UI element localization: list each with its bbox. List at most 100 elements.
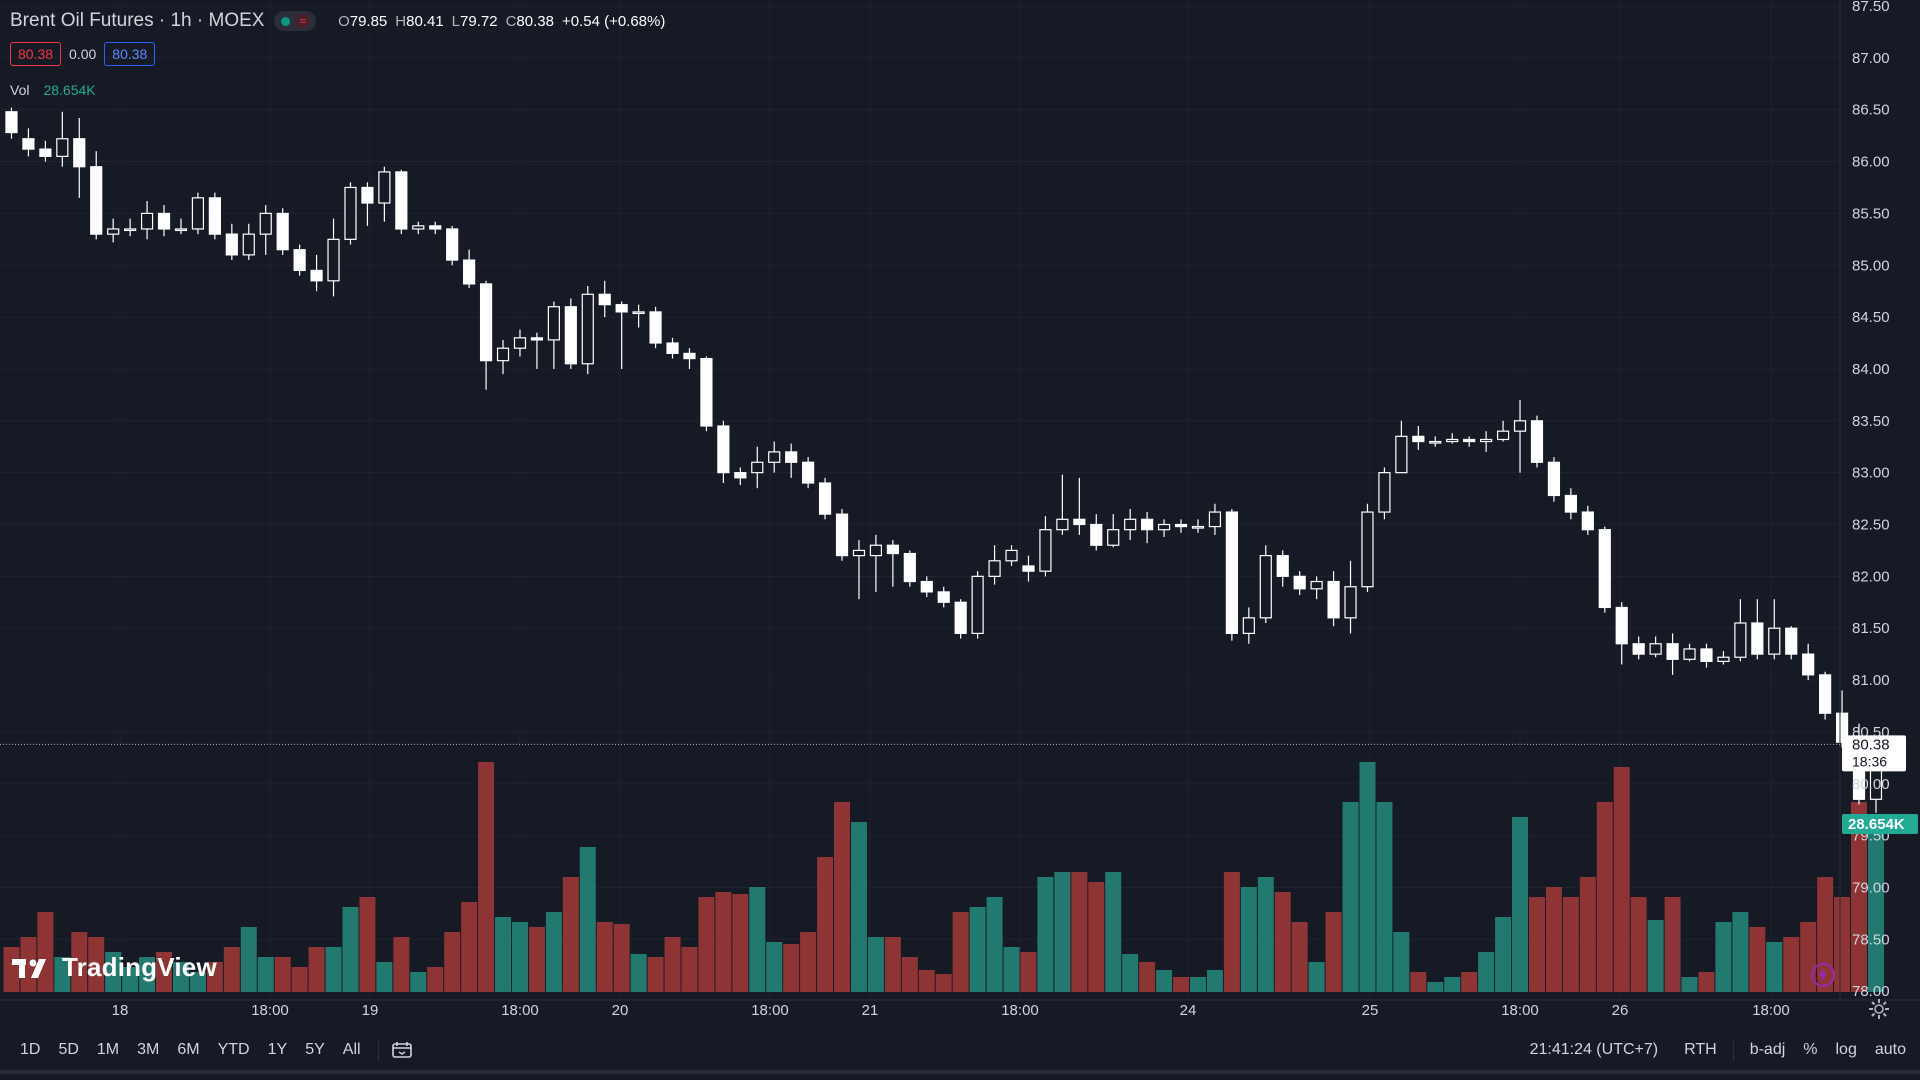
- volume-bar: [664, 937, 681, 992]
- volume-bar: [1003, 947, 1020, 992]
- candle-body-up: [1429, 440, 1442, 444]
- candle-body-down: [1819, 674, 1832, 714]
- price-tick-label: 85.00: [1852, 257, 1890, 274]
- price-tick-label: 81.50: [1852, 620, 1890, 637]
- price-tick-label: 85.50: [1852, 205, 1890, 222]
- candle-body-up: [1056, 518, 1069, 531]
- candle-body-up: [1734, 622, 1747, 658]
- candle-body-up: [242, 233, 255, 256]
- volume-bar: [817, 857, 834, 992]
- volume-bar: [88, 937, 105, 992]
- volume-bar: [1783, 937, 1800, 992]
- toolbar-divider: [377, 1039, 379, 1061]
- volume-bar: [427, 967, 444, 992]
- tradingview-watermark: TradingView: [12, 952, 217, 983]
- volume-bar: [1325, 912, 1342, 992]
- timeframe-all-button[interactable]: All: [342, 1041, 361, 1058]
- volume-bar: [969, 907, 986, 992]
- volume-bar: [800, 932, 817, 992]
- candle-body-down: [1225, 511, 1238, 634]
- buy-price-box[interactable]: 80.38: [104, 42, 156, 66]
- candle-body-down: [835, 513, 849, 557]
- candle-body-up: [869, 544, 883, 557]
- candle-body-down: [361, 186, 374, 204]
- candle-body-up: [344, 186, 357, 240]
- price-tick-label: 83.50: [1852, 413, 1890, 430]
- price-tick-label: 82.00: [1852, 568, 1890, 585]
- candle-body-up: [191, 197, 205, 230]
- volume-legend: Vol 28.654K: [10, 82, 96, 98]
- candle-body-up: [1717, 656, 1730, 662]
- volume-bar: [342, 907, 359, 992]
- volume-bar: [783, 944, 800, 992]
- volume-bar: [1681, 977, 1698, 992]
- candle-body-down: [1615, 606, 1628, 645]
- candle-body-down: [785, 451, 798, 463]
- volume-bar: [461, 902, 478, 992]
- volume-bar: [986, 897, 1003, 992]
- candle-body-down: [446, 228, 459, 261]
- volume-bar: [647, 957, 664, 992]
- candle-body-down: [1564, 494, 1577, 513]
- clock-timezone[interactable]: 21:41:24 (UTC+7): [1529, 1041, 1659, 1058]
- time-tick-label: 18:00: [501, 1002, 539, 1019]
- timeframe-buttons: 1D 5D 1M 3M 6M YTD 1Y 5Y All: [0, 1039, 413, 1061]
- candle-body-down: [1751, 622, 1764, 655]
- chart-legend: Brent Oil Futures · 1h · MOEX ≈ O79.85 H…: [10, 8, 665, 34]
- timeframe-ytd-button[interactable]: YTD: [217, 1041, 250, 1058]
- volume-bar: [1545, 887, 1562, 992]
- volume-bar: [478, 762, 495, 992]
- symbol-title[interactable]: Brent Oil Futures · 1h · MOEX: [10, 10, 265, 31]
- volume-label[interactable]: Vol: [10, 82, 30, 98]
- time-tick-label: 26: [1612, 1002, 1629, 1019]
- timeframe-6m-button[interactable]: 6M: [177, 1041, 200, 1058]
- time-tick-label: 20: [612, 1002, 629, 1019]
- candle-body-down: [1276, 555, 1289, 577]
- settings-gear-icon[interactable]: [1868, 998, 1890, 1020]
- volume-bar: [54, 957, 71, 992]
- candle-body-down: [1327, 580, 1340, 619]
- percent-scale-button[interactable]: %: [1803, 1041, 1818, 1058]
- volume-bar: [935, 974, 952, 992]
- price-tick-label: 86.50: [1852, 102, 1890, 119]
- timeframe-1d-button[interactable]: 1D: [20, 1041, 41, 1058]
- candle-body-up: [547, 306, 560, 341]
- timeframe-5y-button[interactable]: 5Y: [305, 1041, 325, 1058]
- volume-bar: [613, 924, 630, 992]
- timeframe-5d-button[interactable]: 5D: [58, 1041, 79, 1058]
- volume-bar: [1732, 912, 1749, 992]
- back-adjust-button[interactable]: b-adj: [1749, 1041, 1786, 1058]
- date-range-icon[interactable]: [391, 1040, 413, 1060]
- log-scale-button[interactable]: log: [1835, 1041, 1857, 1058]
- price-tick-label: 87.00: [1852, 50, 1890, 67]
- candle-body-up: [1005, 549, 1018, 562]
- time-tick-label: 18: [112, 1002, 129, 1019]
- candle-body-up: [513, 337, 527, 349]
- lightning-icon[interactable]: [1810, 962, 1836, 988]
- candle-body-up: [1107, 529, 1120, 546]
- candle-body-up: [412, 225, 425, 230]
- volume-bar: [1495, 917, 1512, 992]
- market-status-pill[interactable]: ≈: [274, 11, 317, 31]
- candle-body-down: [429, 225, 442, 230]
- timeframe-1m-button[interactable]: 1M: [96, 1041, 120, 1058]
- volume-bar: [139, 957, 156, 992]
- ohlc-open: O79.85: [338, 12, 388, 30]
- candle-body-up: [1378, 472, 1391, 513]
- candle-body-up: [1208, 511, 1222, 528]
- candle-body-up: [107, 228, 120, 235]
- timeframe-1y-button[interactable]: 1Y: [267, 1041, 288, 1058]
- volume-bar: [1156, 970, 1173, 992]
- volume-bar: [952, 912, 969, 992]
- session-rth-button[interactable]: RTH: [1684, 1041, 1717, 1058]
- candle-body-down: [1141, 518, 1154, 531]
- candle-body-down: [463, 259, 476, 285]
- price-tick-label: 79.00: [1852, 879, 1890, 896]
- volume-bar: [834, 802, 851, 992]
- sell-price-box[interactable]: 80.38: [10, 42, 62, 66]
- auto-scale-button[interactable]: auto: [1874, 1041, 1906, 1058]
- timeframe-3m-button[interactable]: 3M: [137, 1041, 160, 1058]
- price-tick-label: 86.00: [1852, 154, 1890, 171]
